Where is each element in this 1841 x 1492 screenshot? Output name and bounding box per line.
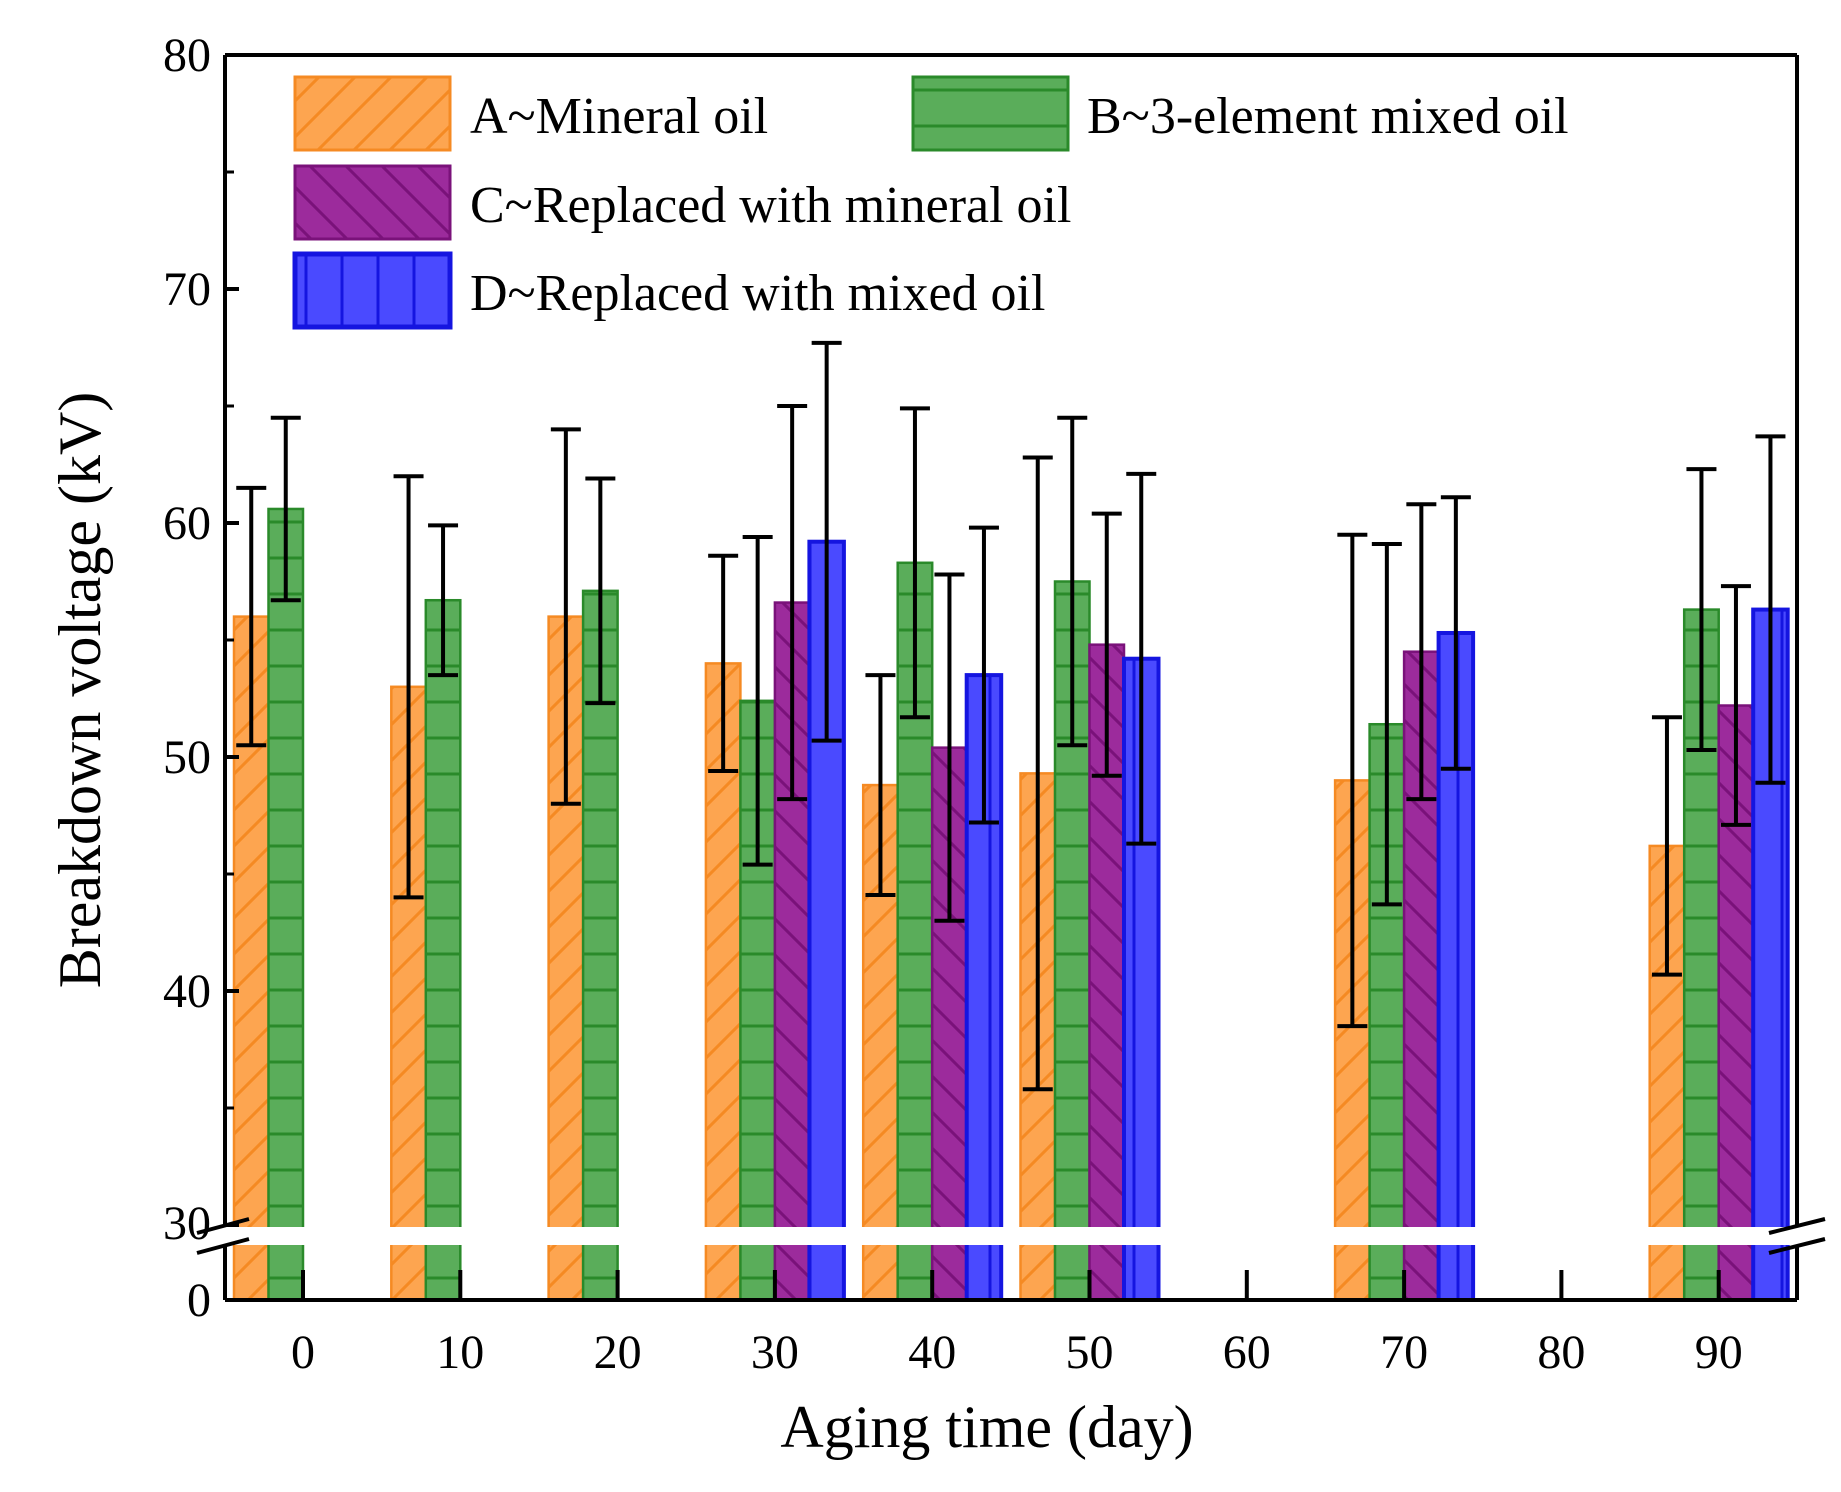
y-tick-label-40: 40 [163, 965, 211, 1018]
error-bar-series-4-day-50 [1126, 471, 1157, 846]
axis-break-band [228, 1227, 1794, 1245]
error-bar-series-2-day-30 [742, 535, 773, 867]
error-bar-series-4-day-40 [968, 525, 999, 825]
legend-label-2: B~3-element mixed oil [1087, 88, 1569, 145]
x-tick-label-60: 60 [1223, 1326, 1271, 1379]
axis-break-gap [228, 1227, 1794, 1245]
x-tick-label-30: 30 [751, 1326, 799, 1379]
x-tick-label-90: 90 [1695, 1326, 1743, 1379]
y-break-marker-left [196, 1217, 250, 1255]
error-bar-series-4-day-70 [1440, 495, 1471, 771]
error-bar-series-1-day-20 [550, 427, 581, 806]
x-tick-label-0: 0 [291, 1326, 315, 1379]
error-bar-series-4-day-90 [1755, 434, 1786, 785]
legend: A~Mineral oil B~3-element mixed oil C~Repl… [292, 75, 1569, 330]
error-bar-series-1-day-50 [1022, 455, 1053, 1092]
y-tick-label-70: 70 [163, 263, 211, 316]
error-bar-series-2-day-50 [1057, 415, 1088, 748]
x-tick-label-40: 40 [908, 1326, 956, 1379]
error-bar-series-3-day-70 [1406, 502, 1437, 802]
y-tick-label-60: 60 [163, 497, 211, 550]
error-bar-series-2-day-40 [899, 406, 930, 720]
legend-swatch-3 [293, 164, 452, 241]
x-axis-title: Aging time (day) [780, 1394, 1193, 1460]
legend-entry-3: C~Replaced with mineral oil [293, 164, 1071, 241]
legend-label-1: A~Mineral oil [470, 88, 768, 145]
legend-entry-1: A~Mineral oil [293, 75, 768, 152]
bar-series-2-day-10 [424, 598, 462, 1302]
y-break-marker-right [1768, 1217, 1826, 1255]
y-tick-label-50: 50 [163, 731, 211, 784]
error-bar-series-1-day-0 [236, 485, 267, 748]
x-tick-label-20: 20 [594, 1326, 642, 1379]
error-bar-series-3-day-90 [1720, 584, 1751, 827]
legend-label-4: D~Replaced with mixed oil [470, 265, 1045, 322]
y-tick-label-80: 80 [163, 29, 211, 82]
x-tick-label-50: 50 [1066, 1326, 1114, 1379]
legend-label-3: C~Replaced with mineral oil [470, 177, 1071, 234]
bar-series-2-day-0 [267, 507, 305, 1302]
error-bar-series-1-day-40 [865, 673, 896, 898]
error-bar-series-1-day-30 [708, 553, 739, 774]
error-bar-series-2-day-70 [1371, 542, 1402, 907]
error-bar-series-1-day-10 [393, 474, 424, 900]
error-bar-series-1-day-70 [1337, 532, 1368, 1029]
error-bar-series-2-day-0 [270, 415, 301, 603]
y-tick-label-0: 0 [187, 1274, 211, 1327]
error-bar-series-1-day-90 [1651, 715, 1682, 977]
error-bar-series-3-day-30 [777, 404, 808, 802]
axes: 0 30 40 50 60 70 80 0 10 20 30 40 50 60 70 80 90 [163, 29, 1826, 1379]
error-bar-series-3-day-50 [1091, 511, 1122, 778]
y-tick-label-30: 30 [163, 1197, 211, 1250]
legend-swatch-1 [293, 75, 452, 152]
error-bar-series-4-day-30 [811, 340, 842, 743]
bars-layer [232, 507, 1790, 1302]
error-bar-series-2-day-20 [585, 476, 616, 706]
x-tick-label-10: 10 [436, 1326, 484, 1379]
bar-series-1-day-70 [1333, 779, 1371, 1302]
error-bar-series-3-day-40 [934, 572, 965, 923]
bar-series-2-day-20 [581, 589, 619, 1302]
legend-swatch-2 [911, 75, 1070, 152]
legend-entry-4: D~Replaced with mixed oil [292, 251, 1045, 330]
error-bar-series-2-day-90 [1686, 467, 1717, 752]
legend-entry-2: B~3-element mixed oil [911, 75, 1569, 152]
legend-swatch-4 [292, 251, 453, 330]
x-tick-label-70: 70 [1380, 1326, 1428, 1379]
y-axis-title: Breakdown voltage (kV) [47, 392, 113, 988]
error-bar-series-2-day-10 [428, 523, 459, 678]
x-tick-label-80: 80 [1537, 1326, 1585, 1379]
error-bars-layer [236, 340, 1786, 1092]
